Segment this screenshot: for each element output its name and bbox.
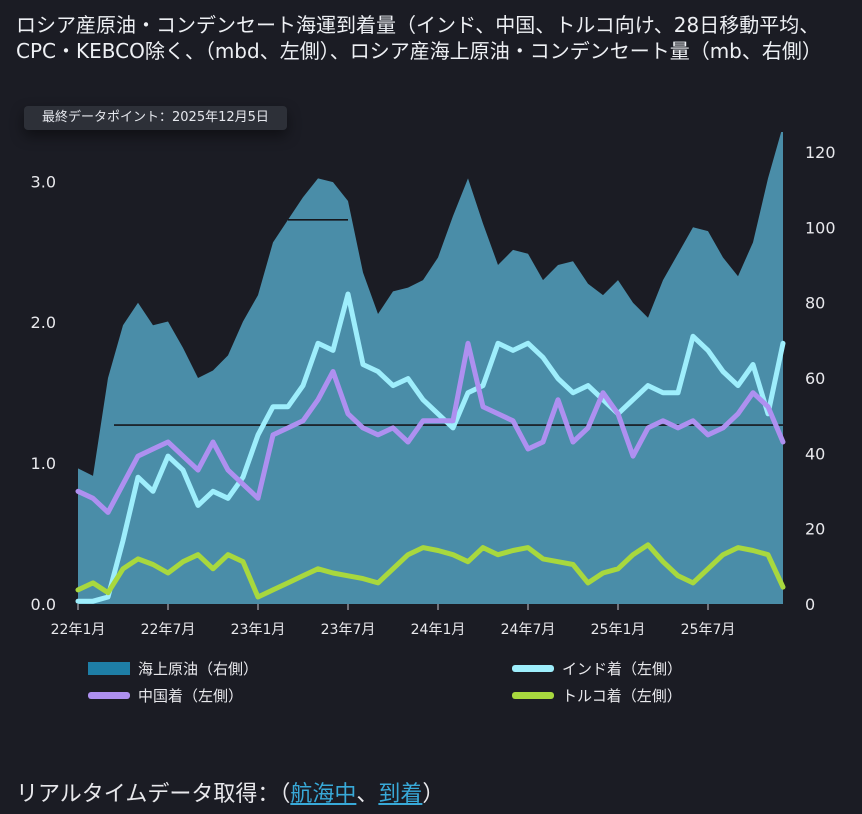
series-line-turkey	[75, 542, 786, 600]
legend-swatch-india	[512, 665, 554, 672]
legend-swatch-offshore	[88, 662, 130, 675]
legend-label-offshore: 海上原油（右側）	[138, 660, 259, 678]
last-data-point-badge: 最終データポイント：2025年12月5日	[24, 106, 287, 130]
x-tick-label: 24年7月	[501, 622, 556, 638]
link-arrived[interactable]: 到着	[378, 782, 423, 807]
y-left-tick-label: 0.0	[31, 595, 56, 614]
legend-item-india: インド着（左側）	[512, 658, 682, 679]
y-right-tick-label: 100	[805, 218, 836, 237]
legend-label-china: 中国着（左側）	[138, 687, 244, 705]
legend-label-india: インド着（左側）	[562, 660, 683, 678]
footer-separator: 、	[356, 782, 379, 807]
x-tick-label: 25年1月	[591, 622, 646, 638]
legend-item-turkey: トルコ着（左側）	[512, 685, 682, 706]
legend-swatch-china	[88, 692, 130, 699]
y-right-tick-label: 80	[805, 294, 825, 313]
y-left-tick-label: 3.0	[31, 172, 56, 191]
chart-title: ロシア産原油・コンデンセート海運到着量（インド、中国、トルコ向け、28日移動平均…	[16, 13, 822, 63]
x-tick-label: 22年7月	[141, 622, 196, 638]
legend-label-turkey: トルコ着（左側）	[562, 687, 682, 705]
series-line-china	[75, 340, 786, 515]
series-line-india	[75, 291, 786, 604]
y-right-tick-label: 120	[805, 143, 836, 162]
x-tick-label: 23年7月	[321, 622, 376, 638]
y-left-tick-label: 2.0	[31, 313, 56, 332]
chart-plot: 0.0 1.0 2.0 3.0 0 20 40 60 80 100 120 22年1月 22年7月 23年…	[31, 132, 836, 638]
legend-item-offshore: 海上原油（右側）	[88, 658, 258, 679]
y-right-tick-label: 40	[805, 444, 825, 463]
x-tick-label: 22年1月	[51, 622, 106, 638]
realtime-data-footer: リアルタイムデータ取得：（航海中、到着）	[16, 776, 444, 808]
series-area-offshore	[78, 132, 783, 604]
link-in-transit[interactable]: 航海中	[290, 782, 357, 807]
legend-item-china: 中国着（左側）	[88, 685, 243, 706]
y-right-tick-label: 20	[805, 520, 825, 539]
x-tick-label: 25年7月	[681, 622, 736, 638]
legend-swatch-turkey	[512, 692, 554, 699]
x-tick-label: 24年1月	[411, 622, 466, 638]
y-right-tick-label: 0	[805, 595, 815, 614]
x-tick-label: 23年1月	[231, 622, 286, 638]
y-right-tick-label: 60	[805, 369, 825, 388]
footer-prefix: リアルタイムデータ取得：（	[16, 782, 291, 807]
footer-suffix: ）	[422, 782, 445, 807]
y-left-tick-label: 1.0	[31, 454, 56, 473]
